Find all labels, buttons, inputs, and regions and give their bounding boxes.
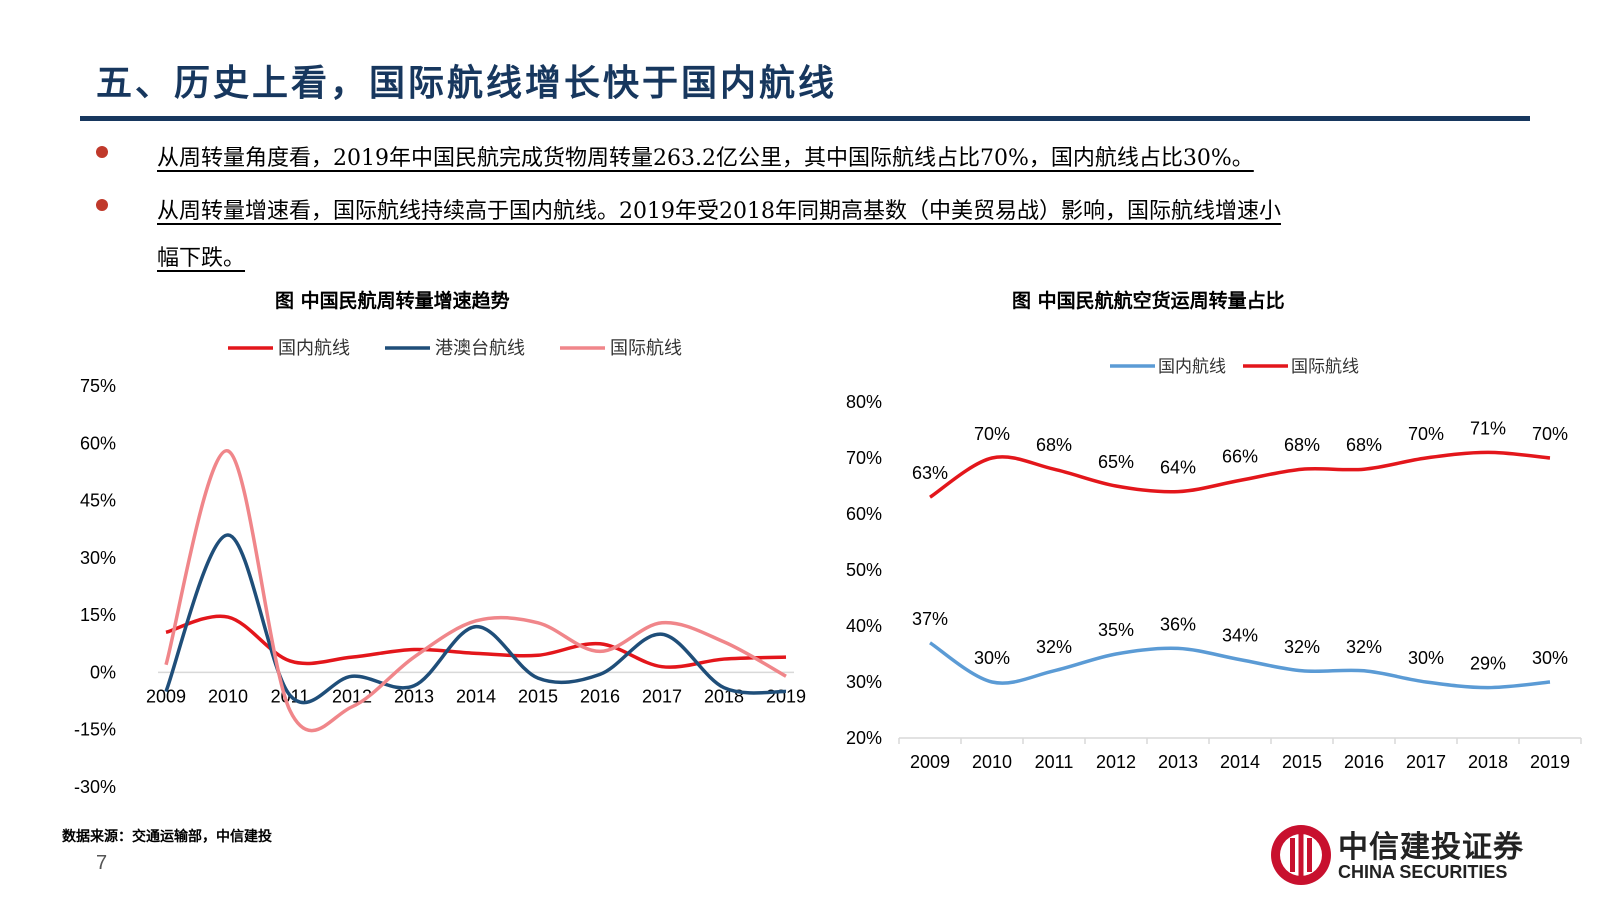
y-tick-label: 40% (846, 616, 882, 636)
y-tick-label: 80% (846, 392, 882, 412)
x-tick-label: 2012 (1096, 752, 1136, 772)
series-line (929, 450, 1551, 499)
y-tick-label: 30% (846, 672, 882, 692)
data-label: 68% (1284, 435, 1320, 455)
y-tick-label: 30% (80, 548, 116, 568)
x-tick-label: 2017 (642, 686, 682, 706)
y-tick-label: -15% (74, 720, 116, 740)
x-tick-label: 2009 (146, 686, 186, 706)
data-label: 70% (1408, 424, 1444, 444)
y-tick-label: 60% (846, 504, 882, 524)
y-tick-label: 20% (846, 728, 882, 748)
title-rule (80, 116, 1530, 121)
company-logo: 中信建投证券 CHINA SECURITIES (1268, 822, 1558, 888)
x-tick-label: 2013 (394, 686, 434, 706)
data-label: 32% (1346, 637, 1382, 657)
data-label: 32% (1036, 637, 1072, 657)
logo-text-cn: 中信建投证券 (1338, 830, 1524, 865)
x-tick-label: 2018 (1468, 752, 1508, 772)
data-label: 37% (912, 609, 948, 629)
bullet-text-2-continued: 幅下跌。 (157, 246, 246, 271)
bullet-dot (96, 146, 108, 158)
x-tick-label: 2016 (580, 686, 620, 706)
y-tick-label: 50% (846, 560, 882, 580)
bullet-dot (96, 199, 108, 211)
x-tick-label: 2015 (518, 686, 558, 706)
data-label: 68% (1036, 435, 1072, 455)
page-title: 五、历史上看，国际航线增长快于国内航线 (96, 63, 838, 104)
share-chart: 80% 70% 60% 50% 40% 30% 20% 2009 2010 2011 2012 201… (846, 357, 1582, 772)
chart-title-growth: 图 中国民航周转量增速趋势 (275, 290, 510, 312)
series-line (164, 533, 787, 705)
data-source: 数据来源：交通运输部，中信建投 (62, 829, 272, 845)
x-tick-label: 2017 (1406, 752, 1446, 772)
x-tick-label: 2011 (1035, 752, 1074, 772)
data-label: 36% (1160, 614, 1196, 634)
legend-label: 国际航线 (1291, 357, 1359, 376)
data-label: 32% (1284, 637, 1320, 657)
citic-emblem-icon (1271, 825, 1331, 885)
x-tick-label: 2014 (456, 686, 496, 706)
x-tick-label: 2013 (1158, 752, 1198, 772)
x-tick-label: 2014 (1220, 752, 1260, 772)
data-label: 30% (974, 648, 1010, 668)
legend-label: 港澳台航线 (435, 338, 525, 358)
series-line (164, 449, 787, 733)
data-label: 71% (1470, 418, 1506, 438)
x-tick-label: 2009 (910, 752, 950, 772)
data-label: 65% (1098, 452, 1134, 472)
y-tick-label: 15% (80, 605, 116, 625)
bullet-text-2: 从周转量增速看，国际航线持续高于国内航线。2019年受2018年同期高基数（中美… (157, 199, 1281, 224)
y-tick-label: 45% (80, 491, 116, 511)
x-tick-label: 2010 (972, 752, 1012, 772)
y-tick-label: 75% (80, 376, 116, 396)
legend-label: 国际航线 (610, 338, 682, 358)
data-label: 68% (1346, 435, 1382, 455)
data-label: 63% (912, 463, 948, 483)
chart-title-share: 图 中国民航航空货运周转量占比 (1012, 290, 1285, 312)
y-tick-label: 60% (80, 433, 116, 453)
data-label: 30% (1532, 648, 1568, 668)
x-tick-label: 2019 (1530, 752, 1570, 772)
data-label: 70% (1532, 424, 1568, 444)
data-label: 70% (974, 424, 1010, 444)
legend-label: 国内航线 (278, 338, 350, 358)
data-label: 35% (1098, 620, 1134, 640)
y-tick-label: -30% (74, 777, 116, 797)
data-label: 64% (1160, 458, 1196, 478)
series-line (165, 614, 787, 669)
data-label: 34% (1222, 626, 1258, 646)
page-number: 7 (96, 852, 108, 874)
series-line (929, 641, 1551, 690)
bullet-text-1: 从周转量角度看，2019年中国民航完成货物周转量263.2亿公里，其中国际航线占… (157, 146, 1254, 171)
legend-label: 国内航线 (1158, 357, 1226, 376)
data-label: 66% (1222, 446, 1258, 466)
logo-text-en: CHINA SECURITIES (1338, 862, 1508, 882)
data-label: 29% (1470, 654, 1506, 674)
x-tick-label: 2016 (1344, 752, 1384, 772)
y-tick-label: 0% (90, 662, 116, 682)
growth-chart: 75%60%45%30%15%0%-15%-30%2009 2010 2011 201… (74, 338, 806, 797)
data-label: 30% (1408, 648, 1444, 668)
x-tick-label: 2010 (208, 686, 248, 706)
x-tick-label: 2015 (1282, 752, 1322, 772)
y-tick-label: 70% (846, 448, 882, 468)
